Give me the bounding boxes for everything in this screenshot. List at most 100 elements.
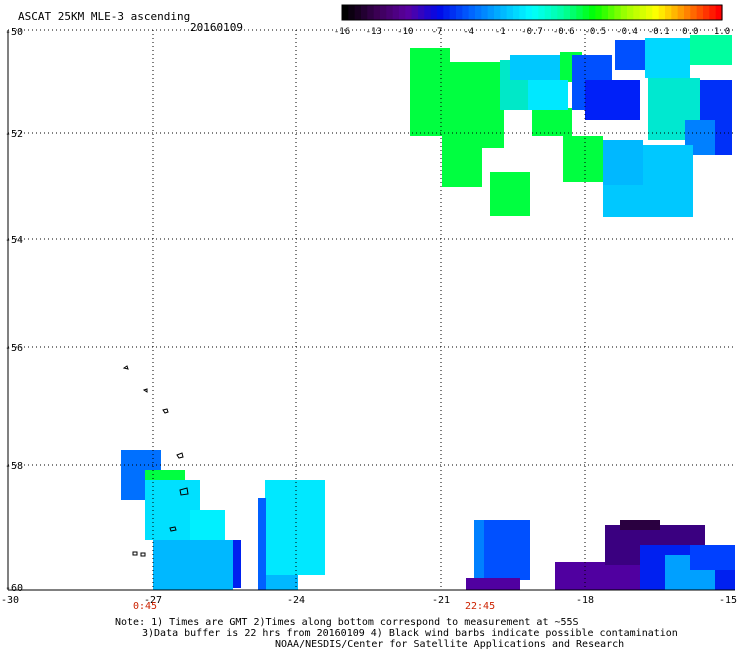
colorbar-segment bbox=[532, 5, 539, 20]
colorbar-segment bbox=[696, 5, 704, 20]
colorbar-segment bbox=[627, 5, 634, 20]
swath-cell bbox=[466, 578, 520, 590]
colorbar-segment bbox=[481, 5, 489, 20]
colorbar-segment bbox=[658, 5, 666, 20]
colorbar-label: -0.4 bbox=[616, 27, 638, 37]
x-tick-label: -15 bbox=[719, 595, 737, 606]
colorbar-label: -16 bbox=[334, 27, 350, 37]
island bbox=[176, 452, 184, 459]
colorbar-segment bbox=[582, 5, 590, 20]
colorbar-label: -0.5 bbox=[584, 27, 606, 37]
colorbar-segment bbox=[430, 5, 438, 20]
colorbar-label: -7 bbox=[432, 27, 443, 37]
y-tick-label: -52 bbox=[5, 129, 23, 140]
colorbar-segment bbox=[684, 5, 691, 20]
colorbar-label: -0.7 bbox=[521, 27, 543, 37]
y-tick-label: -50 bbox=[5, 27, 23, 38]
footer-note-line2: 3)Data buffer is 22 hrs from 20160109 4)… bbox=[142, 628, 678, 639]
y-tick-label: -56 bbox=[5, 343, 23, 354]
colorbar-segment bbox=[449, 5, 457, 20]
swath-cell bbox=[153, 540, 233, 590]
colorbar-segment bbox=[367, 5, 375, 20]
colorbar-segment bbox=[443, 5, 451, 20]
colorbar-segment bbox=[386, 5, 394, 20]
colorbar-segment bbox=[563, 5, 571, 20]
colorbar-segment bbox=[677, 5, 685, 20]
y-tick-label: -54 bbox=[5, 235, 23, 246]
colorbar-segment bbox=[665, 5, 672, 20]
colorbar-labels: -16 -13 -10 -7 -4 -1 -0.7 -0.6 -0.5 -0.4 -0.1 0.0 1.… bbox=[334, 27, 730, 37]
swath-cell bbox=[258, 498, 266, 590]
x-tick-label: -27 bbox=[144, 595, 162, 606]
colorbar-segment bbox=[506, 5, 514, 20]
colorbar-segment bbox=[487, 5, 495, 20]
x-axis-labels: -30 -27 -24 -21 -18 -15 bbox=[1, 595, 737, 606]
colorbar-segment bbox=[342, 5, 349, 20]
colorbar-segment bbox=[513, 5, 520, 20]
colorbar-label: -0.6 bbox=[553, 27, 575, 37]
swath-cell bbox=[645, 38, 690, 78]
colorbar-segment bbox=[646, 5, 653, 20]
colorbar-segment bbox=[576, 5, 584, 20]
colorbar-segment bbox=[380, 5, 387, 20]
colorbar-segment bbox=[494, 5, 501, 20]
swath-cell bbox=[510, 55, 560, 80]
colorbar-segment bbox=[595, 5, 603, 20]
colorbar-segment bbox=[633, 5, 641, 20]
colorbar-segment bbox=[437, 5, 444, 20]
colorbar-segment bbox=[601, 5, 609, 20]
swath-cell bbox=[620, 520, 660, 530]
colorbar-label: 1.0 bbox=[714, 27, 730, 37]
island-outlines bbox=[122, 365, 189, 557]
colorbar-segment bbox=[354, 5, 362, 20]
colorbar-segment bbox=[614, 5, 622, 20]
plot-date: 20160109 bbox=[190, 21, 243, 34]
y-tick-label: -58 bbox=[5, 461, 23, 472]
colorbar-label: -0.1 bbox=[648, 27, 670, 37]
swath-cell bbox=[233, 540, 241, 588]
colorbar-segment bbox=[424, 5, 432, 20]
swath-cell bbox=[490, 172, 530, 216]
colorbar-segment bbox=[392, 5, 400, 20]
colorbar-segment bbox=[399, 5, 406, 20]
colorbar-segment bbox=[620, 5, 628, 20]
swath-cell bbox=[603, 140, 643, 185]
colorbar-label: 0.0 bbox=[682, 27, 698, 37]
swath-cell bbox=[528, 80, 568, 110]
colorbar-segment bbox=[405, 5, 413, 20]
swath-cell bbox=[190, 510, 225, 542]
colorbar-segment bbox=[652, 5, 660, 20]
colorbar-segment bbox=[418, 5, 425, 20]
x-tick-label: -24 bbox=[287, 595, 305, 606]
colorbar-segment bbox=[456, 5, 463, 20]
swath-cell bbox=[615, 40, 645, 70]
colorbar-label: -1 bbox=[495, 27, 506, 37]
colorbar-segment bbox=[475, 5, 482, 20]
colorbar-segment bbox=[500, 5, 508, 20]
colorbar-label: -13 bbox=[366, 27, 382, 37]
island bbox=[179, 487, 189, 496]
swath-cell bbox=[474, 520, 484, 580]
island bbox=[132, 551, 138, 556]
colorbar-segment bbox=[551, 5, 558, 20]
y-axis-labels: -50 -52 -54 -56 -58 -60 bbox=[5, 27, 23, 594]
time-label: 22:45 bbox=[465, 601, 495, 612]
colorbar-segment bbox=[570, 5, 577, 20]
colorbar-segment bbox=[538, 5, 546, 20]
colorbar-segment bbox=[373, 5, 381, 20]
x-tick-label: -30 bbox=[1, 595, 19, 606]
colorbar-label: -10 bbox=[397, 27, 413, 37]
colorbar-segment bbox=[348, 5, 356, 20]
footer-note-line1: Note: 1) Times are GMT 2)Times along bot… bbox=[115, 617, 579, 628]
swath-cell bbox=[442, 120, 482, 187]
colorbar-segment bbox=[411, 5, 419, 20]
colorbar-segment bbox=[703, 5, 710, 20]
colorbar-segment bbox=[468, 5, 476, 20]
colorbar bbox=[341, 4, 723, 21]
colorbar-segment bbox=[690, 5, 698, 20]
island bbox=[169, 526, 177, 532]
x-tick-label: -18 bbox=[576, 595, 594, 606]
swath-cell bbox=[690, 35, 732, 65]
colorbar-segment bbox=[589, 5, 596, 20]
